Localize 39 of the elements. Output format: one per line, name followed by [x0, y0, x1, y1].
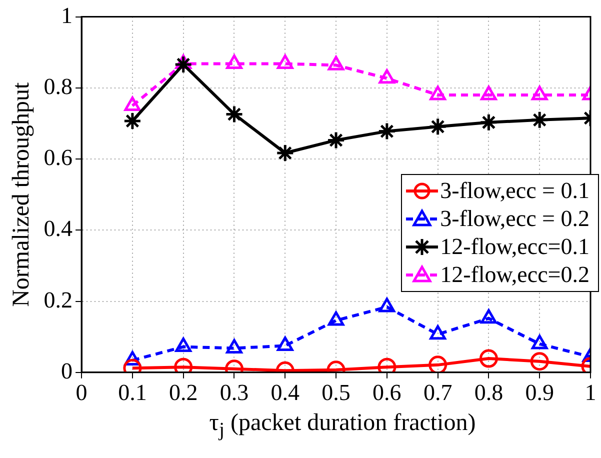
x-tick-label: 0.7 [423, 380, 452, 406]
point [124, 96, 141, 111]
y-tick-label: 0 [61, 358, 73, 384]
y-tick-label: 0.6 [44, 145, 73, 170]
point [226, 338, 242, 354]
point [430, 325, 446, 340]
point [226, 54, 242, 69]
point [430, 86, 446, 100]
point [531, 86, 548, 100]
y-tick-label: 1 [61, 2, 73, 28]
point [328, 56, 344, 70]
x-tick-label: 1 [584, 380, 596, 406]
y-tick-label: 0.8 [44, 74, 73, 99]
point [175, 338, 192, 352]
x-tick-label: 0.2 [168, 380, 198, 406]
x-tick-label: 0.4 [270, 380, 300, 406]
legend-label: 12-flow,ecc=0.1 [440, 232, 590, 261]
x-tick-label: 0.9 [525, 380, 554, 406]
x-axis-title: τ$_{j}$ (packet duration fraction) [208, 410, 477, 442]
point [328, 311, 344, 326]
point [428, 356, 448, 372]
legend-label: 3-flow,ecc = 0.1 [440, 176, 590, 205]
point [480, 86, 497, 100]
point [276, 54, 294, 69]
y-tick-label: 0.4 [44, 216, 74, 242]
point [378, 298, 396, 312]
point [480, 309, 497, 324]
legend-label: 12-flow,ecc=0.2 [440, 260, 590, 289]
y-axis-title: Normalized throughput [8, 82, 35, 307]
x-tick-label: 0.1 [118, 380, 147, 406]
legend-label: 3-flow,ecc = 0.2 [440, 204, 590, 233]
x-tick-label: 0.3 [220, 380, 249, 406]
x-tick-label: 0.8 [474, 380, 504, 406]
x-tick-label: 0.5 [322, 380, 350, 406]
x-tick-label: 0.6 [372, 380, 402, 406]
y-tick-label: 0.2 [44, 287, 73, 312]
point [276, 336, 294, 351]
point [378, 69, 396, 84]
point [531, 334, 548, 350]
